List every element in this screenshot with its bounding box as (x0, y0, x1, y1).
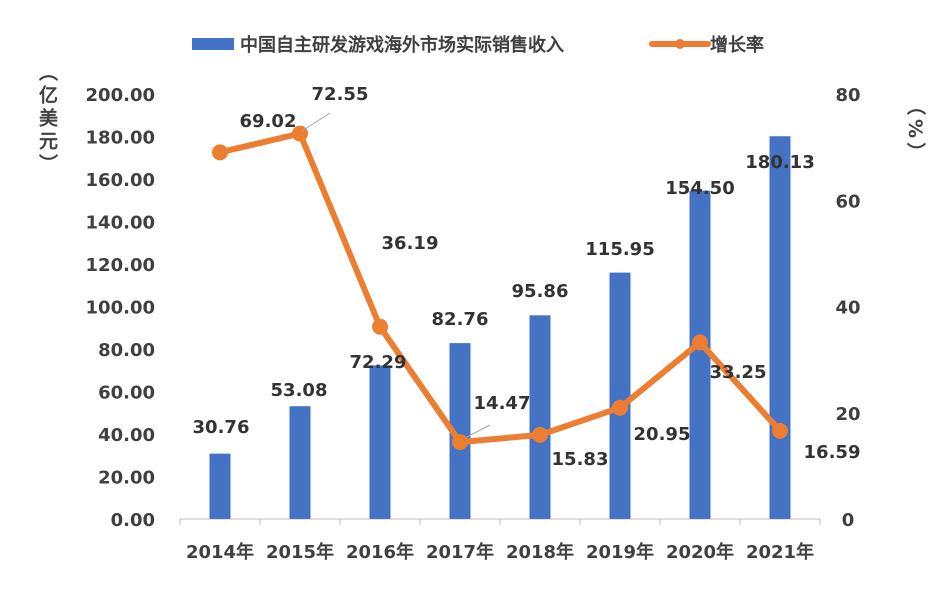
bar (689, 190, 711, 519)
growth-value-label: 20.95 (634, 424, 691, 445)
growth-point (692, 334, 708, 351)
left-y-tick-label: 120.00 (86, 255, 155, 276)
bar-value-label: 30.76 (193, 417, 250, 438)
legend-bar-swatch (192, 38, 234, 50)
right-y-tick-label: 80 (835, 85, 860, 106)
bar-value-label: 72.29 (350, 352, 407, 373)
right-y-tick-label: 20 (835, 404, 860, 425)
growth-value-label: 72.55 (312, 84, 369, 105)
bar (529, 315, 551, 519)
data-labels: 30.76 53.08 72.29 82.76 95.86 115.95 154.50 180… (193, 84, 861, 470)
growth-point (372, 318, 388, 335)
growth-point (612, 399, 628, 416)
left-y-tick-label: 60.00 (98, 383, 155, 404)
left-y-tick-label: 140.00 (86, 213, 155, 234)
bar-value-label: 154.50 (665, 178, 734, 199)
bar-value-label: 53.08 (271, 380, 328, 401)
bar (369, 365, 391, 519)
legend-line-label: 增长率 (710, 34, 764, 56)
x-tick-label: 2017年 (426, 541, 494, 563)
left-y-tick-label: 180.00 (86, 128, 155, 149)
legend-bar-label: 中国自主研发游戏海外市场实际销售收入 (240, 34, 564, 56)
growth-value-label: 14.47 (474, 393, 531, 414)
right-y-tick-label: 0 (842, 510, 855, 531)
x-tick-label: 2019年 (586, 541, 654, 563)
left-y-tick-label: 160.00 (86, 170, 155, 191)
x-tick-label: 2021年 (746, 541, 814, 563)
left-y-tick-label: 20.00 (98, 468, 155, 489)
growth-value-label: 69.02 (240, 111, 297, 132)
right-y-tick-label: 40 (835, 298, 860, 319)
x-tick-label: 2020年 (666, 541, 734, 563)
bar-value-label: 82.76 (432, 309, 489, 330)
legend: 中国自主研发游戏海外市场实际销售收入 增长率 (192, 34, 764, 56)
right-y-tick-label: 60 (835, 191, 860, 212)
bar-value-label: 95.86 (512, 281, 569, 302)
growth-value-label: 33.25 (710, 362, 767, 383)
legend-line-marker (675, 39, 685, 49)
x-tick-label: 2015年 (266, 541, 334, 563)
growth-point (452, 434, 468, 451)
growth-value-label: 15.83 (552, 449, 609, 470)
left-axis-title: （亿美元） (36, 62, 58, 177)
growth-value-label: 36.19 (382, 233, 439, 254)
bar (449, 343, 471, 519)
left-y-tick-label: 100.00 (86, 298, 155, 319)
left-y-tick-label: 80.00 (98, 340, 155, 361)
growth-point (772, 422, 788, 439)
left-y-tick-label: 40.00 (98, 425, 155, 446)
right-axis-title: （%） (904, 96, 926, 166)
axes: 2014年 2015年 2016年 2017年 2018年 2019年 2020年 2021年… (86, 85, 861, 563)
x-tick-label: 2014年 (186, 541, 254, 563)
bar-value-label: 180.13 (745, 152, 814, 173)
left-y-tick-label: 0.00 (111, 510, 155, 531)
bar-value-label: 115.95 (585, 239, 654, 260)
x-tick-label: 2018年 (506, 541, 574, 563)
bar (609, 272, 631, 519)
growth-value-label: 16.59 (804, 442, 861, 463)
growth-point (212, 144, 228, 161)
bar (289, 406, 311, 519)
leader-line (301, 112, 331, 132)
bar (769, 136, 791, 519)
growth-line (212, 125, 788, 451)
growth-line-path (219, 130, 783, 446)
bar (209, 453, 231, 519)
growth-point (532, 426, 548, 443)
x-tick-label: 2016年 (346, 541, 414, 563)
left-y-tick-label: 200.00 (86, 85, 155, 106)
leader-line (464, 424, 491, 439)
